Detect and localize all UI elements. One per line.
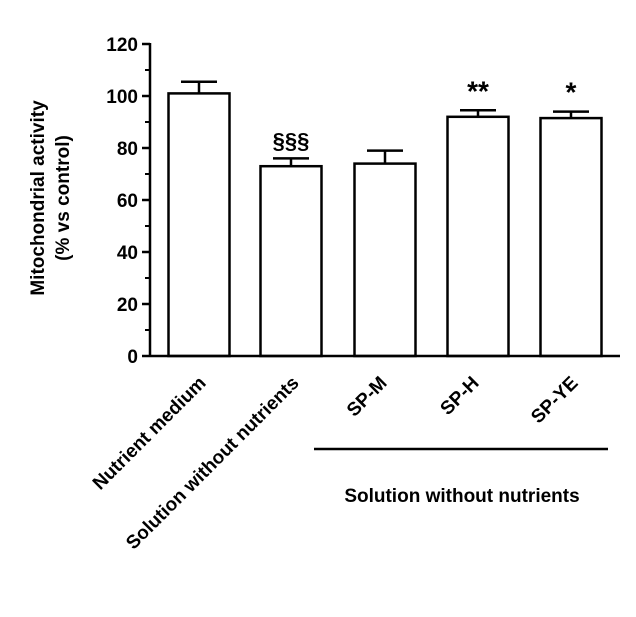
x-tick-label-5: SP-YE	[527, 373, 582, 428]
significance-label-5: *	[566, 77, 577, 108]
y-axis-label-line2: (% vs control)	[53, 135, 74, 261]
x-tick-label-3: SP-M	[343, 373, 391, 421]
y-tick-label: 0	[127, 347, 138, 368]
y-axis-label: Mitochondrial activity (% vs control)	[28, 100, 74, 296]
bars: §§§** *	[167, 75, 603, 358]
x-tick-label-2: Solution without nutrients	[122, 373, 303, 554]
y-tick-label: 120	[106, 35, 138, 56]
y-tick-label: 80	[117, 139, 138, 160]
y-tick-label: 20	[117, 295, 138, 316]
group-label: Solution without nutrients	[344, 486, 579, 507]
bar-3	[353, 162, 417, 358]
y-axis-label-line1: Mitochondrial activity	[28, 100, 49, 296]
y-tick-label: 60	[117, 191, 138, 212]
significance-label-2: §§§	[273, 128, 310, 153]
bar-1	[167, 92, 231, 358]
y-tick-label: 100	[106, 87, 138, 108]
bar-4	[446, 115, 510, 358]
significance-label-4: **	[467, 75, 489, 106]
x-tick-label-4: SP-H	[437, 373, 484, 420]
y-tick-label: 40	[117, 243, 138, 264]
group-bracket: Solution without nutrients	[314, 447, 608, 507]
y-axis: 0 20 40 60 80 100 120	[106, 35, 152, 368]
bar-2	[259, 164, 323, 358]
bar-5	[539, 116, 603, 358]
